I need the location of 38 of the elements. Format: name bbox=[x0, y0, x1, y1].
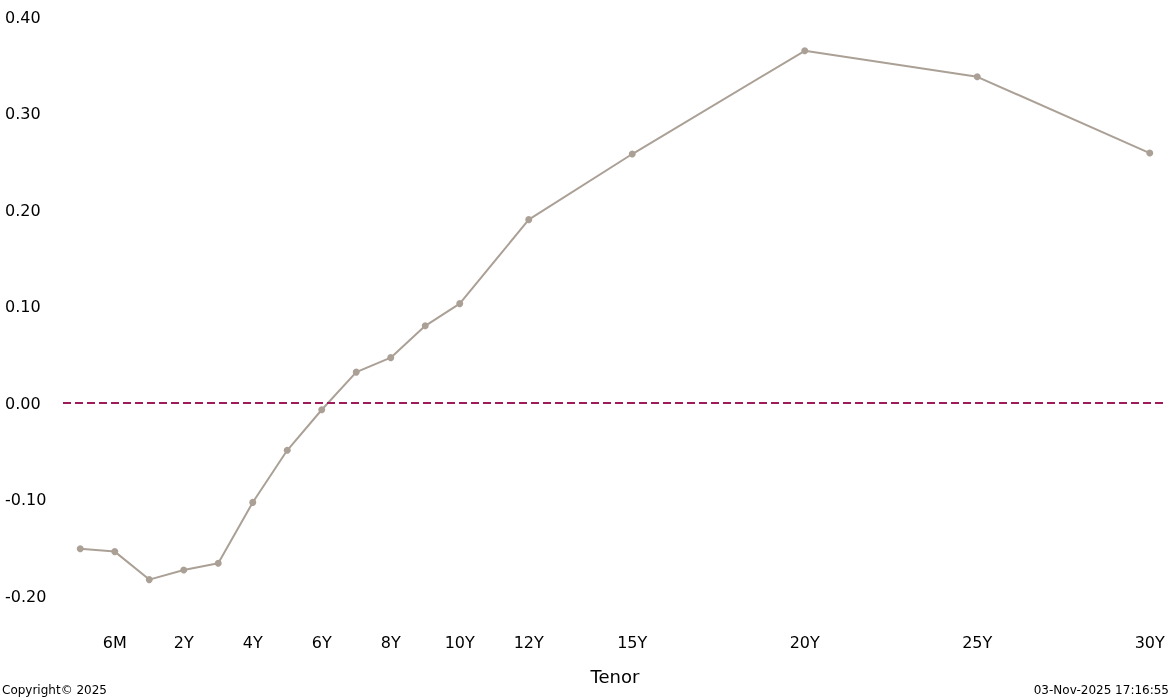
point bbox=[628, 150, 636, 158]
x-tick-label: 25Y bbox=[962, 632, 993, 652]
point bbox=[525, 216, 533, 224]
y-tick-label: 0.00 bbox=[5, 393, 41, 413]
x-tick-label: 20Y bbox=[789, 632, 821, 652]
point bbox=[352, 368, 360, 376]
point bbox=[76, 545, 84, 553]
x-tick-label: 8Y bbox=[380, 632, 401, 652]
y-tick-label: 0.30 bbox=[5, 104, 41, 123]
point bbox=[801, 47, 809, 55]
point bbox=[214, 559, 222, 567]
y-tick-label: -0.10 bbox=[5, 490, 47, 509]
y-tick-label: 0.40 bbox=[5, 7, 41, 27]
y-tick-label: -0.20 bbox=[5, 586, 47, 606]
x-tick-label: 2Y bbox=[173, 632, 194, 652]
x-tick-label: 10Y bbox=[444, 632, 476, 652]
point bbox=[973, 73, 981, 81]
x-tick-label: 30Y bbox=[1134, 632, 1166, 652]
x-tick-label: 6Y bbox=[311, 632, 332, 652]
point bbox=[180, 566, 188, 574]
x-tick-label: 4Y bbox=[242, 632, 263, 652]
x-tick-label: 6M bbox=[102, 632, 127, 652]
x-tick-label: 15Y bbox=[617, 632, 648, 652]
point bbox=[456, 300, 464, 308]
x-tick-label: 12Y bbox=[513, 632, 545, 652]
y-tick-label: 0.10 bbox=[5, 297, 41, 316]
point bbox=[249, 498, 257, 506]
point bbox=[318, 406, 326, 414]
y-tick-label: 0.20 bbox=[5, 200, 41, 220]
point bbox=[111, 548, 119, 556]
point bbox=[387, 354, 395, 362]
point bbox=[421, 322, 429, 330]
x-axis-title: Tenor bbox=[589, 665, 641, 687]
text: 03-Nov-2025 17:16:55 bbox=[1033, 683, 1170, 697]
point bbox=[1146, 149, 1154, 157]
point bbox=[145, 576, 153, 584]
text: Copyright© 2025 bbox=[2, 683, 107, 697]
point bbox=[283, 446, 291, 454]
